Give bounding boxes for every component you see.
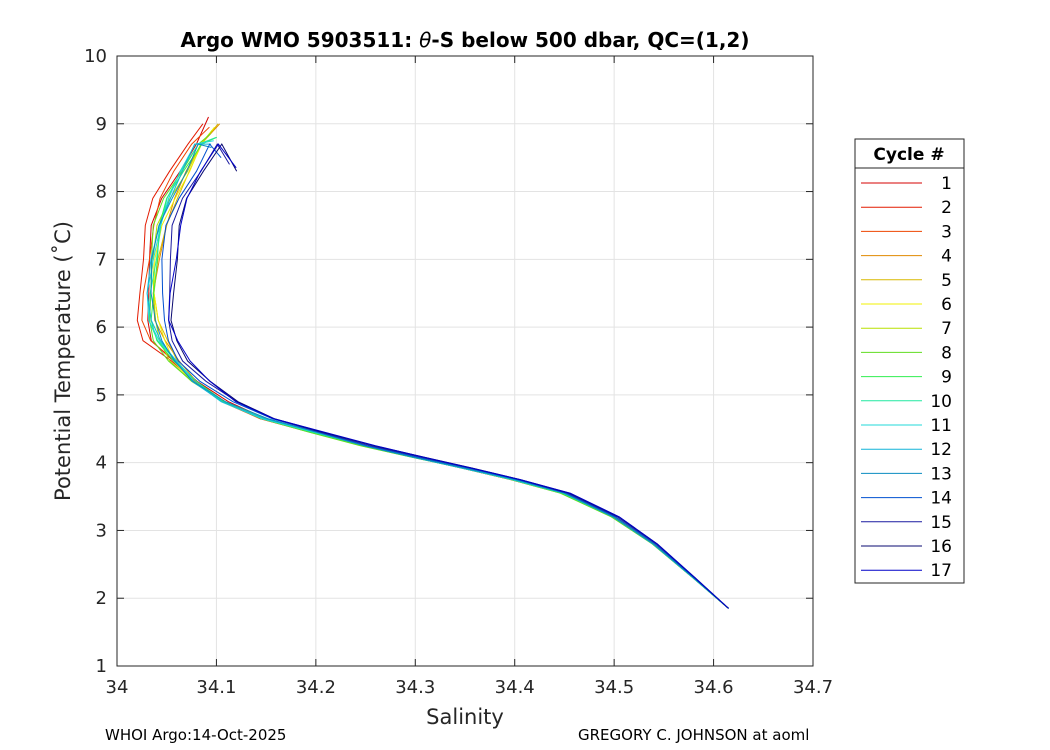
y-tick-label: 7 [96, 249, 107, 270]
y-tick-label: 10 [84, 46, 107, 67]
x-tick-label: 34.7 [793, 677, 833, 698]
series-line-cycle-13 [150, 143, 729, 609]
y-tick-label: 9 [96, 114, 107, 135]
y-tick-label: 6 [96, 317, 107, 338]
legend-label-cycle-16: 16 [930, 537, 952, 557]
legend-label-cycle-13: 13 [930, 464, 952, 484]
y-tick-label: 2 [96, 588, 107, 609]
legend-label-cycle-8: 8 [941, 343, 952, 363]
legend-label-cycle-3: 3 [941, 222, 952, 242]
legend-label-cycle-10: 10 [930, 392, 952, 412]
series-line-cycle-17 [168, 143, 729, 609]
legend-label-cycle-5: 5 [941, 271, 952, 291]
y-tick-label: 5 [96, 385, 107, 406]
x-tick-label: 34.3 [395, 677, 435, 698]
y-tick-label: 3 [96, 520, 107, 541]
legend-box [854, 138, 965, 584]
footer-right: GREGORY C. JOHNSON at aoml [578, 726, 810, 744]
x-tick-label: 34.1 [196, 677, 236, 698]
legend-label-cycle-7: 7 [941, 319, 952, 339]
legend-label-cycle-2: 2 [941, 198, 952, 218]
x-tick-label: 34.6 [694, 677, 734, 698]
legend-label-cycle-15: 15 [930, 513, 952, 533]
legend-label-cycle-11: 11 [930, 416, 952, 436]
legend-label-cycle-1: 1 [941, 174, 952, 194]
x-tick-label: 34.2 [296, 677, 336, 698]
legend-title: Cycle # [873, 145, 944, 165]
x-tick-label: 34.5 [594, 677, 634, 698]
plot-area [117, 56, 813, 666]
chart-title-theta: θ [419, 28, 431, 52]
x-tick-label: 34.4 [495, 677, 535, 698]
legend-label-cycle-6: 6 [941, 295, 952, 315]
legend-label-cycle-9: 9 [941, 368, 952, 388]
footer-left: WHOI Argo:14-Oct-2025 [105, 726, 287, 744]
legend-label-cycle-4: 4 [941, 247, 952, 267]
legend-label-cycle-14: 14 [930, 489, 952, 509]
series-line-cycle-14 [161, 143, 729, 609]
y-tick-label: 1 [96, 656, 107, 677]
legend-label-cycle-12: 12 [930, 440, 952, 460]
legend-label-cycle-17: 17 [930, 561, 952, 581]
chart-title-main: Argo WMO 5903511: [181, 28, 420, 52]
y-axis-label: Potential Temperature (˚C) [51, 221, 75, 501]
x-tick-label: 34 [106, 677, 129, 698]
x-axis-label: Salinity [426, 705, 504, 729]
y-tick-label: 4 [96, 453, 107, 474]
series-layer [136, 116, 729, 609]
chart-title: Argo WMO 5903511: θ-S below 500 dbar, QC… [181, 28, 750, 52]
grid-lines [117, 56, 813, 666]
axis-ticks: 34 34.1 34.2 34.3 34.4 34.5 34.6 34.71234567891… [84, 46, 833, 698]
y-tick-label: 8 [96, 182, 107, 203]
plot-frame [116, 55, 814, 667]
chart-title-rest: -S below 500 dbar, QC=(1,2) [431, 28, 749, 52]
